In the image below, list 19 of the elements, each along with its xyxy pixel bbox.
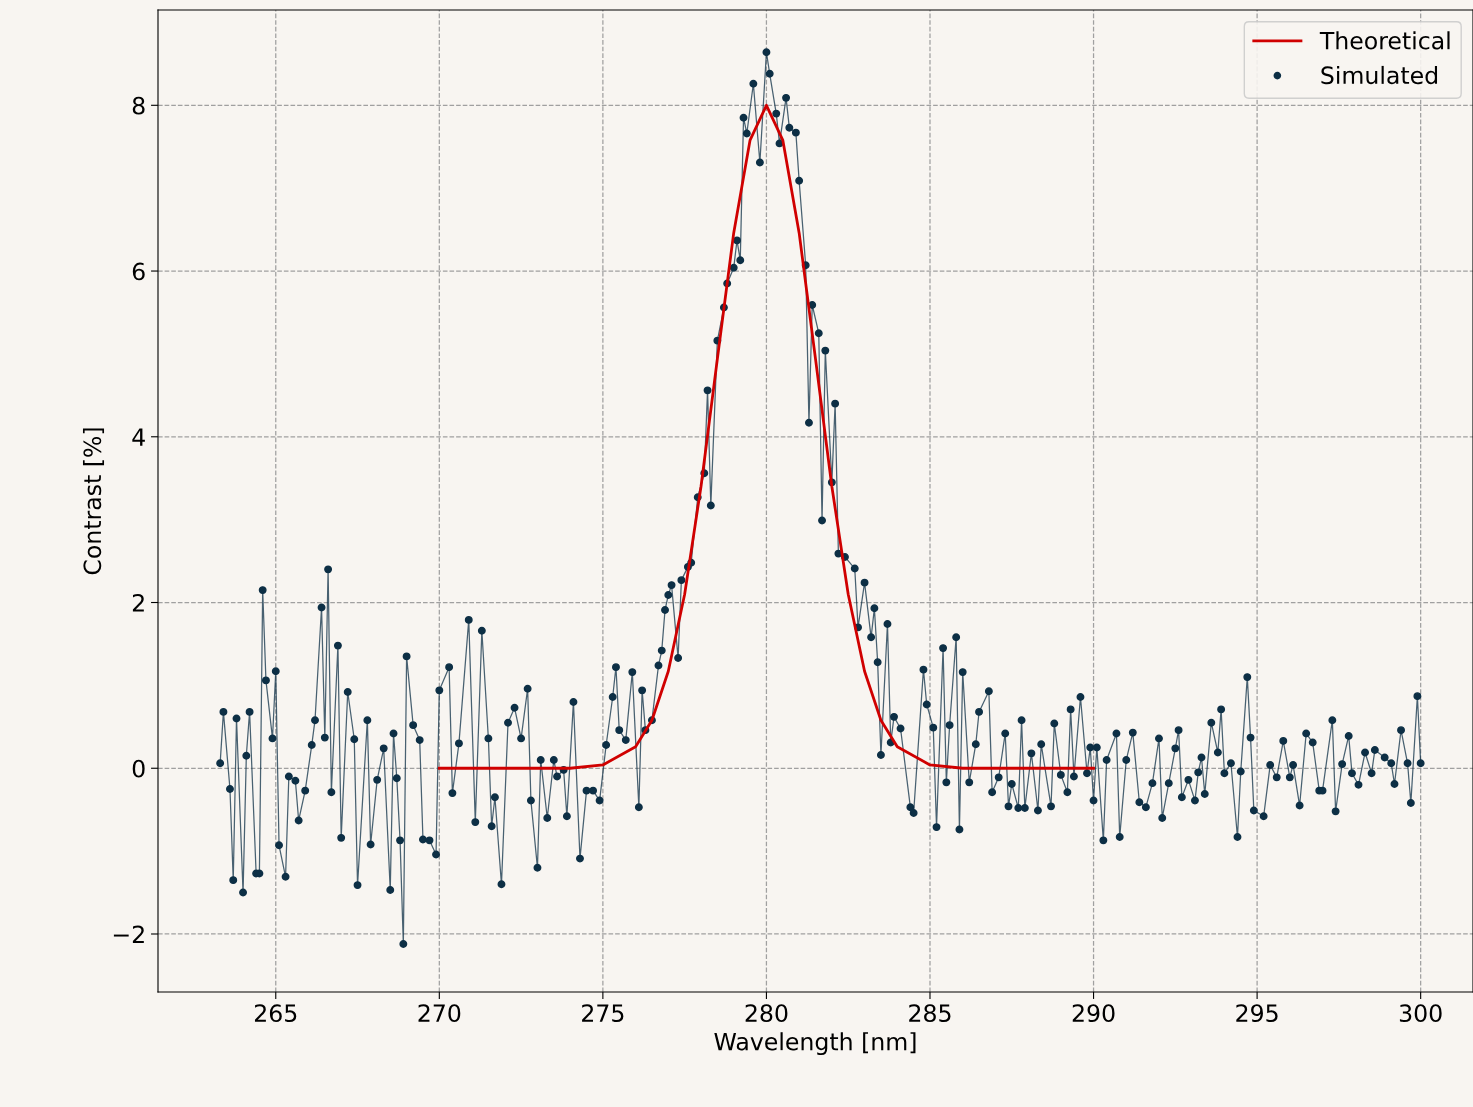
y-tick-label: 4 xyxy=(132,428,145,446)
x-tick-label: 295 xyxy=(1236,1004,1278,1023)
y-tick-label: 8 xyxy=(132,96,145,115)
x-tick-label: 265 xyxy=(254,1004,297,1023)
x-tick-label: 300 xyxy=(1399,1004,1442,1023)
y-tick-label: 6 xyxy=(132,262,145,281)
line-series xyxy=(437,103,1095,770)
legend-label: Theoretical xyxy=(1319,31,1450,50)
y-tick-label: 0 xyxy=(132,759,145,778)
y-tick-label: −2 xyxy=(113,925,144,943)
x-tick-label: 290 xyxy=(1072,1004,1115,1023)
y-axis-title: Contrast [%] xyxy=(82,428,105,575)
y-tick-label: 2 xyxy=(132,593,144,612)
x-tick-label: 285 xyxy=(909,1004,951,1023)
x-tick-label: 280 xyxy=(745,1004,788,1023)
x-tick-label: 275 xyxy=(582,1004,624,1023)
x-axis-title: Wavelength [nm] xyxy=(714,1032,916,1056)
legend-label: Simulated xyxy=(1321,65,1438,85)
x-tick-label: 270 xyxy=(418,1004,461,1023)
